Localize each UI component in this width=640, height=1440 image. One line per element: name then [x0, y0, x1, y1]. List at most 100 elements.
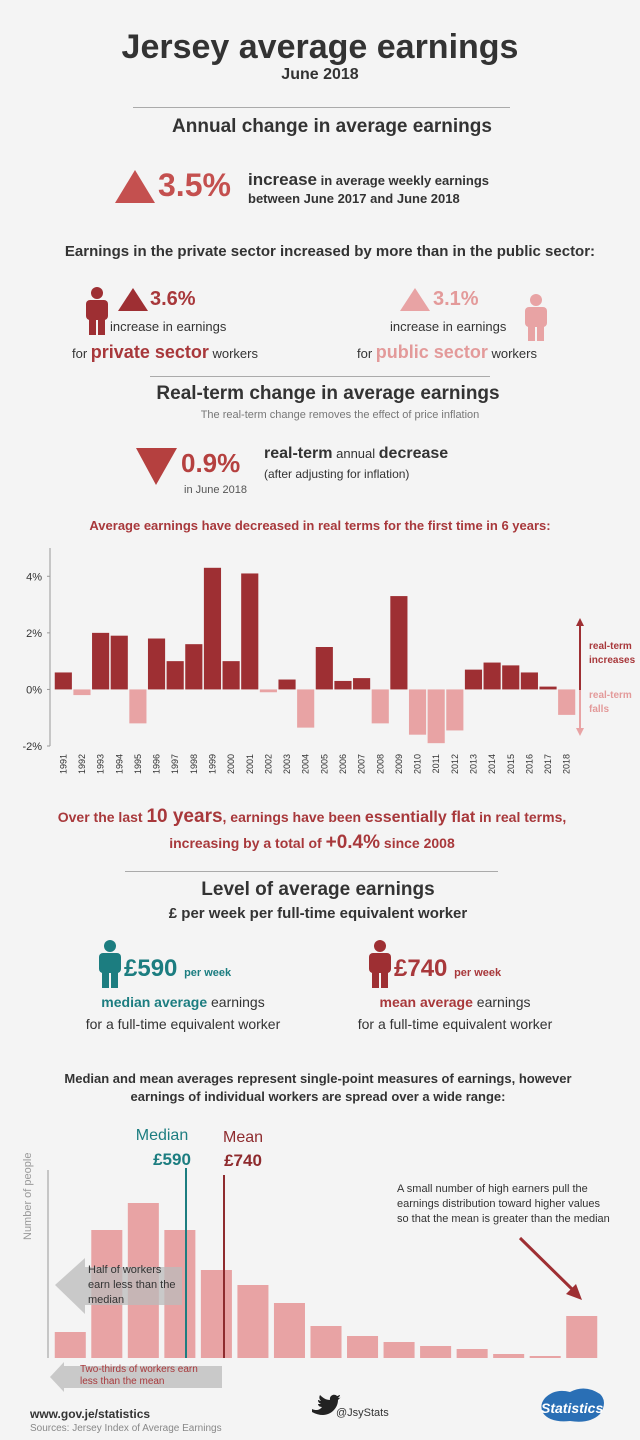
public-line2: for public sector workers [357, 342, 537, 363]
bar [222, 661, 240, 690]
divider [133, 107, 510, 108]
bar [427, 689, 445, 744]
x-tick-label: 2002 [263, 754, 273, 774]
annotation: real-term increases [589, 641, 636, 666]
annual-value: 3.5% [158, 167, 231, 203]
arrow-head [576, 728, 584, 736]
bar [315, 647, 333, 690]
x-tick-label: 1991 [58, 754, 68, 774]
marker-name: Mean [222, 1129, 264, 1146]
heading: Annual change in average earnings [172, 116, 492, 137]
bar [456, 1349, 488, 1358]
text: workers [491, 346, 537, 361]
bar [241, 573, 259, 690]
arrow-head [576, 618, 584, 626]
annotation: A small number of high earners pull the … [397, 1183, 610, 1225]
x-tick-label: 2009 [394, 754, 404, 774]
chart-title: Average earnings have decreased in real … [89, 518, 551, 533]
y-tick-label: 0% [26, 684, 42, 696]
icons [115, 170, 155, 203]
bar [273, 1303, 305, 1358]
bar [166, 661, 184, 690]
bar [493, 1354, 525, 1358]
x-tick-label: 1992 [77, 754, 87, 774]
arrow [518, 1236, 577, 1294]
x-tick-label: 2004 [301, 754, 311, 774]
median-text: median average earnings [83, 994, 283, 1010]
x-tick-label: 2007 [357, 754, 367, 774]
unit: per week [184, 967, 232, 979]
private-line2: for private sector workers [72, 342, 258, 363]
text: increasing by a total of [169, 835, 322, 851]
x-tick-label: 1993 [96, 754, 106, 774]
y-tick-label: -2% [22, 741, 42, 753]
x-tick-label: 2012 [450, 754, 460, 774]
x-tick-label: 2015 [506, 754, 516, 774]
logo-text: Statistics [541, 1400, 604, 1416]
mean-value: £740 per week [394, 955, 501, 983]
x-tick-label: 2011 [431, 754, 441, 773]
text: essentially flat [364, 809, 476, 826]
annual-rest: in average weekly earnings [320, 173, 489, 188]
unit: per week [454, 967, 502, 979]
text: real-term [264, 445, 333, 462]
text: decrease [378, 445, 449, 462]
mean-text: mean average earnings [355, 994, 555, 1010]
bar [502, 665, 520, 690]
up-triangle [115, 170, 155, 203]
text: earnings [211, 994, 265, 1010]
bar [483, 662, 501, 690]
value: £740 [394, 955, 448, 982]
bar [420, 1346, 452, 1358]
sector-icons [86, 287, 547, 341]
annual-line2: between June 2017 and June 2018 [248, 191, 460, 206]
person-icon [525, 294, 547, 341]
text: since 2008 [383, 835, 455, 851]
bar [110, 635, 128, 690]
realterm-text: real-term annual decrease [264, 445, 448, 463]
x-tick-label: 2013 [468, 754, 478, 774]
bar [353, 678, 371, 690]
text: in real terms, [479, 809, 567, 825]
x-tick-label: 1994 [114, 754, 124, 774]
x-tick-label: 2000 [226, 754, 236, 774]
subtitle: June 2018 [281, 66, 359, 83]
public-value: 3.1% [433, 288, 479, 310]
x-tick-label: 2018 [562, 754, 572, 774]
level-icons [99, 940, 391, 988]
arrow-head [566, 1284, 582, 1300]
bar [310, 1326, 342, 1358]
text: for [72, 346, 88, 361]
bar [278, 679, 296, 690]
x-tick-label: 2005 [319, 754, 329, 774]
bar [408, 689, 427, 735]
footer-site: www.gov.je/statistics [30, 1407, 151, 1421]
bar [529, 1356, 561, 1358]
bar [237, 1285, 269, 1358]
x-tick-label: 2014 [487, 754, 497, 774]
bar [203, 567, 222, 690]
heading: Level of average earnings [201, 879, 435, 900]
x-tick-label: 2010 [413, 754, 423, 774]
bar [520, 672, 538, 690]
text: median average [101, 994, 208, 1010]
bar [558, 689, 576, 715]
x-tick-label: 2001 [245, 754, 255, 774]
bar [185, 644, 203, 690]
divider [150, 376, 490, 377]
x-tick-label: 1997 [170, 754, 180, 774]
bar [371, 689, 389, 724]
bar [464, 669, 483, 690]
text: 10 years [146, 806, 223, 827]
sector-heading: Earnings in the private sector increased… [64, 243, 596, 260]
x-tick-label: 1999 [207, 754, 217, 774]
person-icon [369, 940, 391, 988]
marker-label: £740 [224, 1151, 262, 1170]
bar [446, 689, 464, 731]
annotation: Half of workers earn less than the media… [88, 1264, 176, 1306]
marker-name: Median [135, 1127, 189, 1144]
bar [54, 1332, 86, 1358]
x-tick-label: 2003 [282, 754, 292, 774]
